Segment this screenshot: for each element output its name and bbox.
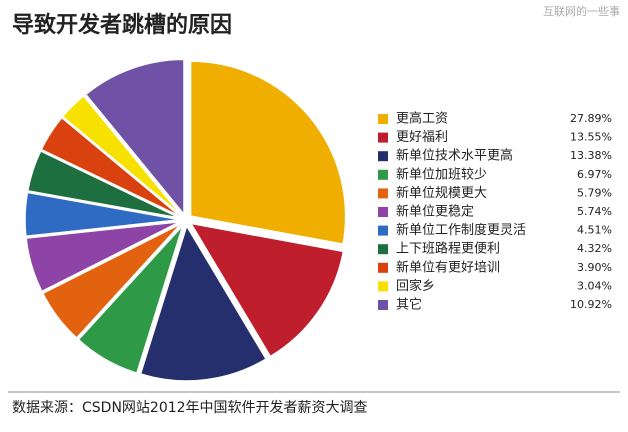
source-note: 数据来源：CSDN网站2012年中国软件开发者薪资大调查 xyxy=(12,400,368,416)
chart-title: 导致开发者跳槽的原因 xyxy=(12,12,232,38)
pie-slice xyxy=(77,224,184,375)
legend-swatch xyxy=(378,281,388,292)
pie-slice xyxy=(26,149,181,219)
legend-swatch xyxy=(378,188,388,199)
legend-label: 其它 xyxy=(396,297,422,313)
pie-slice xyxy=(24,191,181,238)
legend-swatch xyxy=(378,244,388,255)
legend-swatch xyxy=(378,207,388,217)
value-label: 13.55% xyxy=(570,131,612,144)
legend-swatch xyxy=(378,114,388,124)
legend-label: 上下班路程更便利 xyxy=(396,241,500,257)
pie-slice xyxy=(139,224,268,382)
pie-slice xyxy=(189,60,347,245)
value-label: 27.89% xyxy=(570,112,612,125)
legend-swatch xyxy=(378,169,388,180)
legend-label: 新单位工作制度更灵活 xyxy=(396,222,526,238)
legend-label: 回家乡 xyxy=(396,278,435,294)
value-label: 3.04% xyxy=(577,279,612,292)
legend-label: 新单位规模更大 xyxy=(396,185,487,201)
pie-slice xyxy=(40,116,182,218)
value-label: 3.90% xyxy=(577,261,612,274)
legend-swatch xyxy=(378,300,388,310)
pie-slice xyxy=(61,94,183,217)
pie-slice xyxy=(41,222,182,340)
value-label: 6.97% xyxy=(577,168,612,181)
value-label: 13.38% xyxy=(570,149,612,162)
value-label: 4.32% xyxy=(577,242,612,255)
legend-swatch xyxy=(378,151,388,162)
watermark: 互联网的一些事 xyxy=(543,4,620,18)
legend-label: 新单位更稳定 xyxy=(396,204,474,220)
legend-label: 新单位技术水平更高 xyxy=(396,148,513,164)
legend-label: 更好福利 xyxy=(396,130,448,145)
pie-slice xyxy=(84,58,185,217)
value-label: 5.79% xyxy=(577,186,612,199)
value-label: 4.51% xyxy=(577,224,612,237)
value-label: 5.74% xyxy=(577,205,612,218)
legend-label: 新单位加班较少 xyxy=(396,166,487,182)
pie-slice xyxy=(25,220,181,293)
legend-label: 新单位有更好培训 xyxy=(396,259,500,275)
legend-swatch xyxy=(378,262,388,273)
pie-slice xyxy=(189,222,345,358)
value-label: 10.92% xyxy=(570,298,612,311)
legend-swatch xyxy=(378,225,388,236)
legend-swatch xyxy=(378,132,388,143)
legend-label: 更高工资 xyxy=(396,111,448,127)
